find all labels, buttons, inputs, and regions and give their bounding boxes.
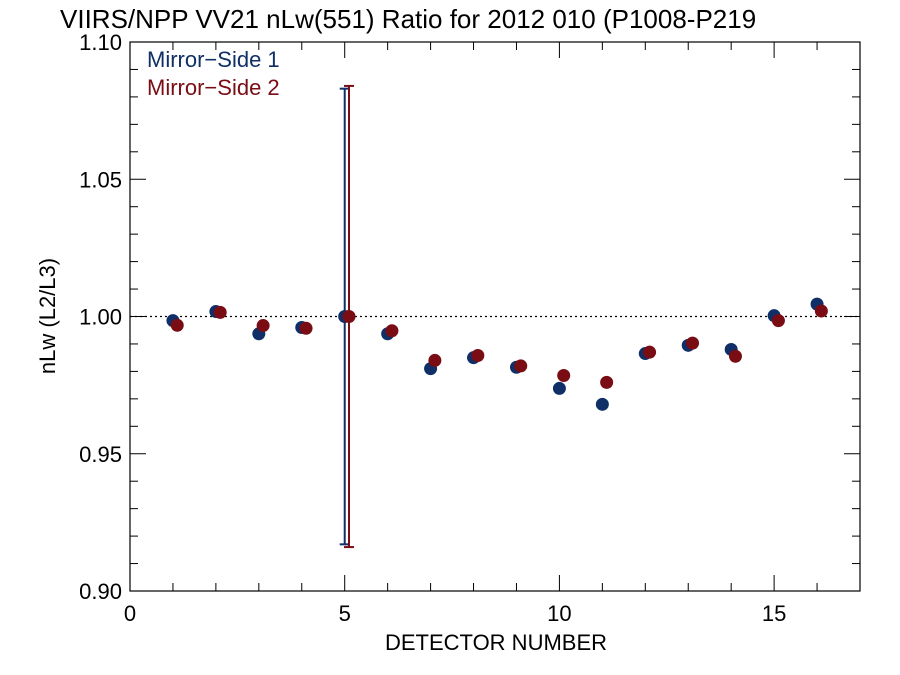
- data-point-series-2: [428, 353, 442, 367]
- x-tick-label: 15: [762, 601, 786, 626]
- data-point-series-1: [595, 397, 609, 411]
- x-tick-label: 10: [547, 601, 571, 626]
- data-point-series-2: [686, 336, 700, 350]
- data-point-series-2: [557, 369, 571, 383]
- y-tick-label: 1.05: [79, 167, 122, 192]
- data-point-series-2: [213, 305, 227, 319]
- chart-title: VIIRS/NPP VV21 nLw(551) Ratio for 2012 0…: [60, 4, 756, 34]
- data-point-series-2: [471, 348, 485, 362]
- data-point-series-2: [728, 349, 742, 363]
- y-tick-label: 0.95: [79, 442, 122, 467]
- plot-area: 0.90 0.95 1.00 1.05 1.10 0 5 10 15: [79, 30, 861, 626]
- data-point-series-2: [299, 321, 313, 335]
- x-tick-label: 5: [339, 601, 351, 626]
- y-axis-label: nLw (L2/L3): [35, 258, 60, 374]
- data-point-series-2: [814, 304, 828, 318]
- data-point-series-1: [552, 381, 566, 395]
- y-tick-label: 0.90: [79, 579, 122, 604]
- legend: Mirror−Side 1 Mirror−Side 2: [147, 47, 280, 100]
- data-point-series-2: [342, 310, 356, 323]
- data-point-series-2: [600, 375, 614, 389]
- x-axis-label: DETECTOR NUMBER: [385, 630, 607, 655]
- data-point-series-2: [385, 324, 399, 338]
- legend-entry-series-2: Mirror−Side 2: [147, 75, 280, 100]
- data-point-series-2: [643, 345, 657, 359]
- data-point-series-2: [514, 359, 528, 373]
- data-point-series-2: [771, 314, 785, 328]
- y-tick-label: 1.10: [79, 30, 122, 55]
- x-tick-label: 0: [124, 601, 136, 626]
- data-point-series-2: [256, 319, 270, 333]
- y-tick-label: 1.00: [79, 305, 122, 330]
- legend-entry-series-1: Mirror−Side 1: [147, 47, 280, 72]
- data-point-series-2: [170, 318, 184, 332]
